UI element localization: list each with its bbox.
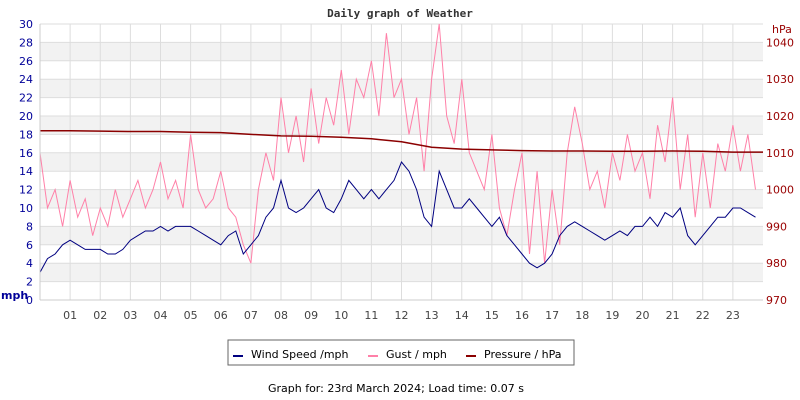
x-tick-label: 22 <box>696 309 710 322</box>
right-tick-label: 1020 <box>766 110 794 123</box>
x-tick-label: 06 <box>214 309 228 322</box>
legend: Wind Speed /mph Gust / mph Pressure / hP… <box>227 339 575 366</box>
right-tick-label: 980 <box>766 257 787 270</box>
x-tick-label: 02 <box>93 309 107 322</box>
x-tick-label: 16 <box>515 309 529 322</box>
left-tick-label: 8 <box>26 220 33 233</box>
x-tick-label: 21 <box>666 309 680 322</box>
left-tick-label: 16 <box>19 147 33 160</box>
x-tick-label: 10 <box>334 309 348 322</box>
left-tick-label: 28 <box>19 36 33 49</box>
x-tick-label: 19 <box>605 309 619 322</box>
legend-label-gust: Gust / mph <box>386 348 447 361</box>
x-tick-label: 23 <box>726 309 740 322</box>
x-tick-label: 13 <box>425 309 439 322</box>
left-tick-label: 30 <box>19 18 33 31</box>
x-tick-label: 01 <box>63 309 77 322</box>
x-tick-label: 07 <box>244 309 258 322</box>
left-tick-label: 20 <box>19 110 33 123</box>
left-tick-label: 10 <box>19 202 33 215</box>
left-tick-label: 6 <box>26 239 33 252</box>
x-tick-label: 17 <box>545 309 559 322</box>
chart-title: Daily graph of Weather <box>327 7 473 20</box>
left-tick-label: 2 <box>26 276 33 289</box>
series-line-wind <box>39 161 756 273</box>
footer-text: Graph for: 23rd March 2024; Load time: 0… <box>268 382 524 395</box>
x-tick-label: 12 <box>395 309 409 322</box>
series-line-pressure <box>40 129 763 153</box>
left-tick-label: 4 <box>26 257 33 270</box>
left-tick-label: 18 <box>19 128 33 141</box>
x-tick-label: 04 <box>154 309 168 322</box>
x-tick-label: 15 <box>485 309 499 322</box>
left-tick-label: 14 <box>19 165 33 178</box>
x-tick-label: 14 <box>455 309 469 322</box>
x-tick-label: 20 <box>636 309 650 322</box>
right-tick-label: 1040 <box>766 36 794 49</box>
left-axis-unit: mph <box>1 289 28 302</box>
legend-swatch-pressure <box>466 355 476 357</box>
left-tick-label: 24 <box>19 73 33 86</box>
x-tick-label: 09 <box>304 309 318 322</box>
legend-label-wind: Wind Speed /mph <box>251 348 349 361</box>
legend-label-pressure: Pressure / hPa <box>484 348 562 361</box>
right-tick-label: 970 <box>766 294 787 307</box>
right-tick-label: 1000 <box>766 184 794 197</box>
left-tick-label: 26 <box>19 55 33 68</box>
right-axis-unit: hPa <box>772 23 792 36</box>
series-line-gust <box>39 23 756 264</box>
left-tick-label: 12 <box>19 184 33 197</box>
x-tick-label: 08 <box>274 309 288 322</box>
legend-swatch-wind <box>233 355 243 357</box>
x-tick-label: 18 <box>575 309 589 322</box>
right-tick-label: 1010 <box>766 147 794 160</box>
x-tick-label: 03 <box>123 309 137 322</box>
left-tick-label: 0 <box>26 294 33 307</box>
legend-swatch-gust <box>368 355 378 357</box>
x-tick-label: 05 <box>184 309 198 322</box>
right-tick-label: 1030 <box>766 73 794 86</box>
left-tick-label: 22 <box>19 92 33 105</box>
x-tick-label: 11 <box>364 309 378 322</box>
right-tick-label: 990 <box>766 220 787 233</box>
